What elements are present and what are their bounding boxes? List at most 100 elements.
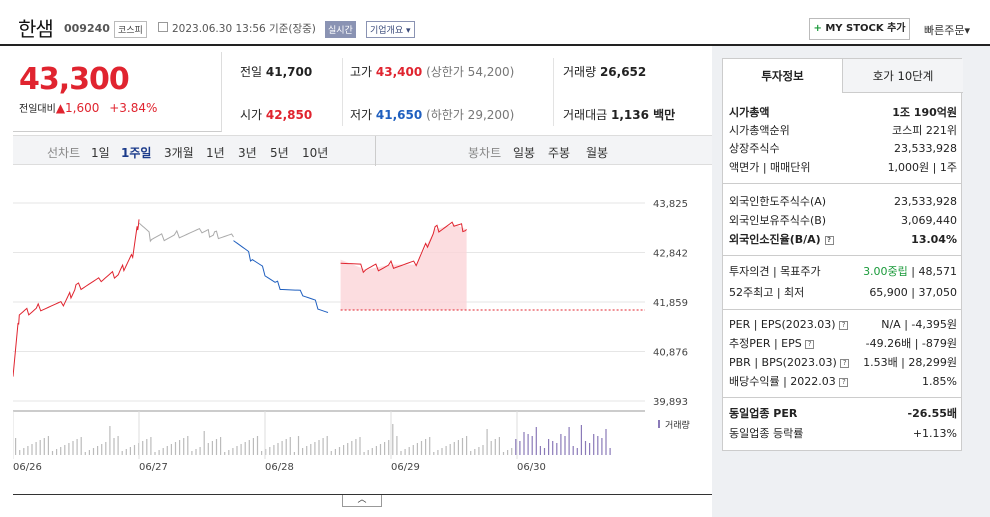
upper-limit: (상한가 54,200)	[426, 65, 515, 79]
sector-per-row[interactable]: 동일업종 PER -26.55배	[729, 406, 957, 422]
help-icon[interactable]: ?	[839, 377, 849, 387]
volume-bar	[265, 449, 267, 455]
volume-bar	[289, 437, 291, 455]
pbr-value: 1.53배 | 28,299원	[863, 356, 957, 369]
divider	[375, 136, 376, 166]
volume-bar	[494, 439, 496, 455]
quick-order-label: 빠른주문	[924, 24, 965, 37]
opinion-values: 3.00중립 | 48,571	[863, 265, 957, 278]
volume-bar	[576, 448, 578, 455]
open-value: 42,850	[265, 108, 313, 122]
volume-bar	[142, 441, 144, 455]
volume-bar	[437, 450, 439, 455]
low-label: 저가	[350, 108, 373, 122]
realtime-badge[interactable]: 실시간	[325, 21, 356, 38]
tab-order-book[interactable]: 호가 10단계	[843, 59, 963, 93]
volume-bar	[466, 436, 468, 455]
help-icon[interactable]: ?	[805, 339, 815, 349]
volume-bar	[211, 441, 213, 455]
y-axis-ticks: 43,825 42,842 41,859 40,876 39,893	[653, 199, 688, 408]
chevron-up-icon[interactable]: ︿	[342, 495, 382, 507]
volume-bar	[490, 441, 492, 455]
pbr-label: PBR | BPS(2023.03)	[729, 356, 837, 369]
period-5y[interactable]: 5년	[270, 146, 289, 160]
stock-header: 한샘 009240 코스피 2023.06.30 13:56 기준(장중) 실시…	[0, 0, 990, 46]
volume-bar	[203, 431, 205, 455]
my-stock-button[interactable]: + MY STOCK 추가	[809, 18, 910, 40]
open-label: 시가	[240, 108, 263, 122]
prev-close: 전일 41,700	[240, 63, 312, 80]
volume-bar	[314, 442, 316, 455]
volume-bar	[560, 434, 562, 455]
sector-change-row[interactable]: 동일업종 등락률 +1.13%	[729, 426, 957, 442]
volume-bar	[609, 448, 611, 455]
volume-bar	[449, 444, 451, 455]
period-1w[interactable]: 1주일	[121, 146, 152, 160]
period-3y[interactable]: 3년	[238, 146, 257, 160]
candle-weekly[interactable]: 주봉	[548, 146, 571, 160]
period-3m[interactable]: 3개월	[164, 146, 194, 160]
period-1d[interactable]: 1일	[91, 146, 110, 160]
volume-bars	[15, 420, 660, 455]
volume-bar	[248, 440, 250, 455]
volume-bar	[556, 443, 558, 455]
quick-order-button[interactable]: 빠른주문▾	[924, 22, 970, 38]
dividend-label-wrap: 배당수익률 | 2022.03 ?	[729, 374, 849, 390]
volume-bar	[154, 452, 156, 455]
volume-bar	[584, 441, 587, 455]
est-per-label-wrap: 추정PER | EPS ?	[729, 336, 815, 352]
volume-bar	[27, 446, 29, 455]
x-tick-label: 06/29	[391, 462, 420, 473]
volume-bar	[601, 438, 603, 455]
up-triangle-icon: ▲	[55, 101, 66, 115]
volume-bar	[539, 446, 541, 455]
volume-bar	[215, 439, 218, 455]
y-tick-label: 42,842	[653, 249, 688, 260]
company-info-dropdown[interactable]: 기업개요 ▾	[366, 21, 415, 38]
market-cap-rank-label: 시가총액순위	[729, 124, 790, 137]
market-cap-value: 1조 190억원	[892, 106, 957, 119]
volume-bar	[425, 439, 427, 455]
divider	[13, 494, 712, 495]
period-1y[interactable]: 1년	[206, 146, 225, 160]
volume-bar	[101, 444, 103, 455]
volume-bar	[293, 452, 295, 455]
volume-bar	[347, 443, 349, 455]
volume: 거래량 26,652	[563, 63, 646, 80]
y-tick-label: 39,893	[653, 397, 688, 408]
volume-bar	[146, 439, 148, 455]
volume-bar	[453, 442, 455, 455]
volume-bar	[515, 439, 517, 455]
volume-bar	[371, 448, 373, 455]
volume-bar	[552, 441, 554, 455]
help-icon[interactable]: ?	[824, 235, 834, 245]
candle-daily[interactable]: 일봉	[513, 146, 536, 160]
volume-bar	[273, 445, 275, 455]
est-per-row: 추정PER | EPS ? -49.26배 | -879원	[729, 336, 957, 352]
volume-bar	[117, 436, 119, 455]
volume-bar	[420, 441, 423, 455]
x-tick-label: 06/26	[13, 462, 42, 473]
volume-bar	[589, 443, 591, 455]
market-cap-rank-row[interactable]: 시가총액순위 코스피 221위	[729, 123, 957, 139]
volume-bar	[224, 452, 226, 455]
shares-label: 상장주식수	[729, 142, 780, 155]
help-icon[interactable]: ?	[839, 320, 849, 330]
help-icon[interactable]: ?	[840, 358, 850, 368]
volume-bar	[47, 436, 49, 455]
price-series-line	[340, 221, 467, 274]
period-10y[interactable]: 10년	[302, 146, 329, 160]
amount-label: 거래대금	[563, 108, 608, 122]
lower-limit: (하한가 29,200)	[426, 108, 515, 122]
volume-bar	[179, 440, 181, 455]
volume-bar	[470, 451, 472, 455]
trade-amount: 거래대금 1,136 백만	[563, 106, 675, 123]
volume-bar	[568, 427, 570, 455]
candle-monthly[interactable]: 월봉	[586, 146, 609, 160]
current-price: 43,300	[19, 62, 130, 97]
volume-bar	[543, 448, 546, 455]
opinion-row: 투자의견 | 목표주가 3.00중립 | 48,571	[729, 264, 957, 280]
tab-investment-info[interactable]: 투자정보	[723, 59, 843, 93]
volume-bar	[228, 450, 230, 455]
